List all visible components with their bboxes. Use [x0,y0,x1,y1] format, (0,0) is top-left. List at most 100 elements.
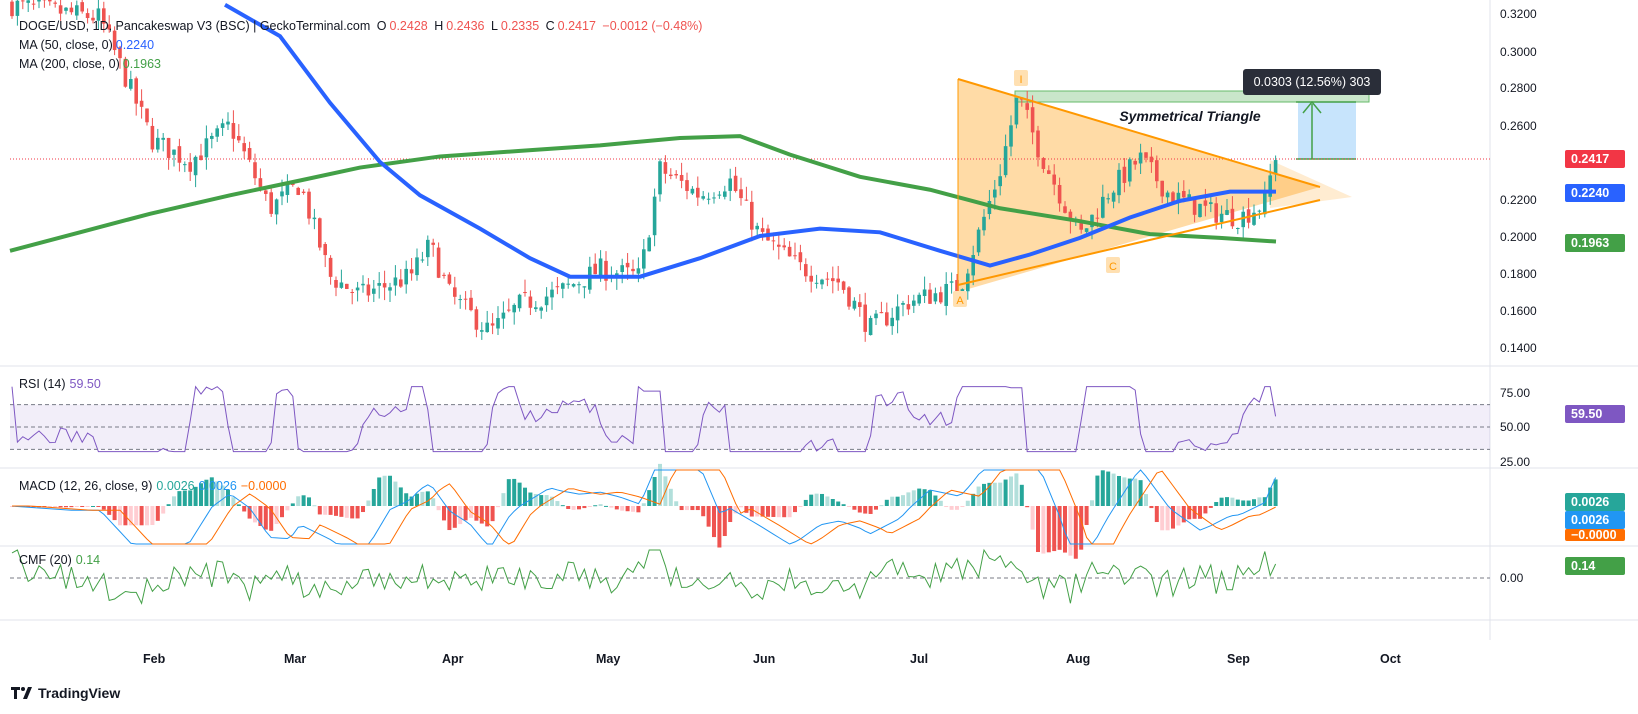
candle-body [404,268,408,285]
candle-body [183,164,187,166]
candle-body [512,304,516,313]
macd-bar [220,485,225,506]
macd-bar [820,493,824,506]
candle-body [690,188,695,194]
candle-body [226,121,230,125]
macd-bar [118,506,122,526]
macd-bar [523,487,527,506]
candle-body [1263,193,1267,215]
rsi-legend[interactable]: RSI (14) 59.50 [19,377,105,391]
candle-body [685,180,689,191]
macd-bar [285,506,290,511]
candle-body [1003,146,1008,176]
candle-body [355,287,360,291]
candle-body [663,162,668,174]
candle-body [31,3,36,5]
candle-body [1257,210,1262,212]
candle-body [469,297,473,311]
macd-legend[interactable]: MACD (12, 26, close, 9) 0.0026 0.0026 −0.00… [19,479,290,493]
candle-body [912,300,916,306]
macd-bar [1171,506,1175,529]
symbol-title[interactable]: DOGE/USD, 1D, Pancakeswap V3 (BSC) | Gec… [19,19,371,33]
macd-bar [555,501,560,506]
triangle-lower-line [957,199,1321,286]
candle-body [750,201,754,230]
tradingview-logo[interactable]: TradingView [11,685,120,701]
cmf-legend[interactable]: CMF (20) 0.14 [19,553,104,567]
macd-bar [722,506,727,537]
macd-bar [101,506,106,510]
macd-bar [1257,497,1262,506]
candle-body [744,199,749,201]
macd-bar [712,506,716,538]
candle-body [647,237,651,252]
pattern-point-label: I [1019,74,1022,86]
macd-bar [96,506,101,507]
ma50-legend[interactable]: MA (50, close, 0) 0.2240 [19,38,157,52]
candle-body [955,280,959,294]
macd-bar [890,496,895,506]
macd-bar [744,506,749,513]
candle-body [598,258,603,277]
macd-bar [64,506,68,508]
price-tick: 0.1600 [1500,304,1537,318]
price-tick: 0.3000 [1500,45,1537,59]
macd-bar [593,505,598,507]
macd-bar [398,487,403,506]
candle-body [1138,152,1143,164]
candle-body [798,252,803,263]
macd-bar [193,486,198,506]
macd-bar [609,506,614,508]
candle-body [507,309,511,311]
macd-bar [1235,499,1240,506]
candle-body [593,263,597,275]
macd-bar [668,488,673,506]
macd-bar [490,506,495,522]
candle-body [539,307,543,311]
candle-body [253,162,257,179]
macd-signal-line [12,469,1276,545]
candle-body [679,174,684,181]
macd-bar [1198,506,1202,519]
ma200-legend[interactable]: MA (200, close, 0) 0.1963 [19,57,164,71]
candle-body [490,323,495,326]
macd-bar [798,506,803,507]
candle-body [793,255,797,257]
candle-body [1144,152,1148,158]
candle-body [1252,212,1256,225]
candle-body [1209,202,1213,205]
macd-bar [479,506,484,524]
macd-bar [884,499,889,506]
macd-bar [226,489,230,506]
macd-hist-value: 0.0026 [156,479,195,493]
candle-body [1036,130,1040,158]
macd-bar [1100,470,1105,506]
low-label: L [490,19,498,33]
macd-bar [739,506,743,508]
macd-bar [80,506,85,507]
candle-body [247,148,252,160]
macd-bar [598,504,603,506]
macd-bar [539,495,544,506]
time-tick: Jun [753,652,776,666]
candle-body [1052,174,1056,185]
macd-bar [1241,500,1246,506]
macd-bar [128,506,133,526]
candle-body [172,149,176,155]
ma50-badge: 0.2240 [1565,184,1625,202]
candle-body [220,123,225,128]
time-tick: Sep [1227,652,1250,666]
candle-body [1009,125,1013,147]
candle-body [1219,213,1224,223]
macd-bar [231,497,236,506]
candle-body [102,8,106,24]
macd-bar [1187,506,1192,520]
price-tick: 0.3200 [1500,7,1537,21]
candle-body [566,283,570,285]
macd-bar [517,482,522,506]
candle-body [463,298,468,300]
time-tick: Apr [442,652,464,666]
macd-badge-line: 0.0026 [1565,511,1625,529]
rsi-tick: 25.00 [1500,455,1531,469]
